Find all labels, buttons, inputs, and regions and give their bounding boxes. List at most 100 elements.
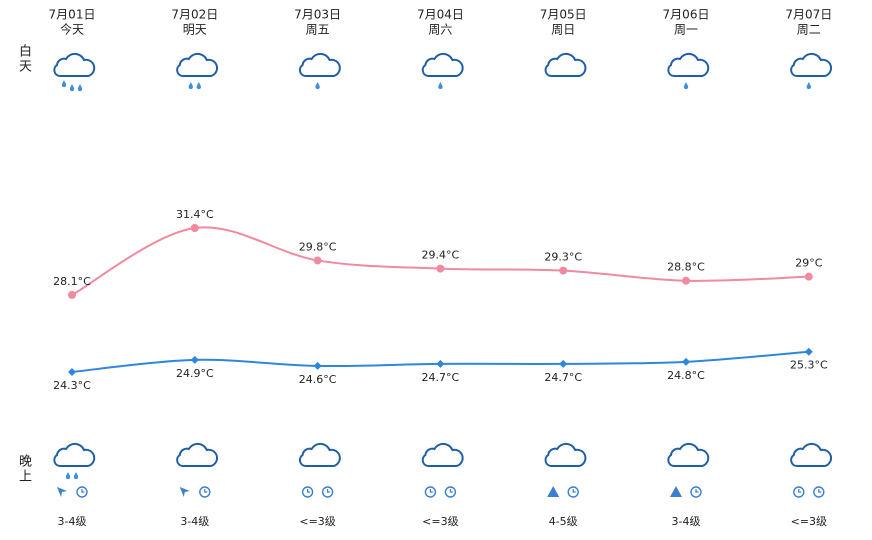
weather-icon (298, 442, 341, 467)
temp-label: 29.4°C (422, 249, 460, 262)
temp-label: 28.1°C (53, 275, 91, 288)
temp-point (436, 264, 445, 273)
weather-icon (53, 442, 96, 480)
temp-point (313, 361, 322, 370)
weather-icon (790, 52, 833, 90)
rain-drop (73, 472, 79, 480)
temp-point (682, 357, 690, 366)
cloud (298, 442, 341, 467)
temp-label: 25.3°C (790, 359, 828, 372)
date-label: 7月03日 (294, 8, 341, 22)
temp-point (804, 347, 813, 356)
date-label: 7月01日 (49, 8, 96, 22)
wind-label: 3-4级 (672, 515, 701, 528)
rain-drop (69, 84, 75, 92)
weekday-label: 明天 (183, 23, 207, 37)
temp-label: 28.8°C (667, 261, 705, 274)
cloud (544, 52, 587, 77)
wind-icon (424, 486, 437, 498)
wind-icon (695, 489, 699, 493)
cloud (421, 442, 464, 467)
date-label: 7月06日 (663, 8, 710, 22)
weekday-label: 周一 (674, 23, 698, 37)
wind-icon (429, 489, 433, 493)
temp-point (190, 224, 199, 232)
temp-label: 24.7°C (544, 371, 582, 384)
wind-icon (179, 487, 190, 497)
wind-icon (327, 489, 331, 493)
wind-label: <=3级 (791, 515, 827, 528)
rain-drop (806, 82, 811, 90)
temp-point (682, 276, 690, 285)
weather-icon (298, 52, 341, 90)
temp-label: 24.6°C (299, 373, 337, 386)
wind-icon (567, 486, 579, 498)
wind-icon (690, 486, 702, 498)
temp-point (436, 359, 445, 368)
wind-icon (199, 486, 211, 498)
date-label: 7月07日 (785, 8, 832, 22)
wind-icon (547, 486, 560, 497)
day-label: 白天 (16, 44, 31, 74)
weather-icon (421, 52, 464, 90)
temp-label: 24.3°C (53, 379, 91, 392)
wind-icon (321, 486, 334, 498)
temp-point (68, 368, 76, 376)
temp-point (68, 290, 76, 299)
wind-icon (81, 489, 85, 493)
weekday-label: 周五 (306, 23, 330, 37)
wind-label: <=3级 (299, 515, 335, 528)
wind-icon (76, 486, 88, 498)
wind-icon (444, 486, 457, 498)
rain-drop (438, 82, 443, 90)
wind-label: 3-4级 (58, 515, 87, 528)
rain-drop (65, 472, 71, 480)
wind-icon (301, 486, 314, 498)
rain-drop (188, 82, 193, 90)
wind-icon (818, 489, 822, 493)
weather-icon (667, 52, 710, 90)
weekday-label: 今天 (60, 22, 84, 37)
cloud (667, 442, 710, 467)
temp-label: 29.8°C (299, 240, 337, 253)
temp-point (559, 359, 568, 368)
temp-label: 24.9°C (176, 367, 214, 380)
weather-icon (176, 52, 219, 90)
wind-label: <=3级 (422, 515, 458, 528)
weather-icon (544, 52, 587, 77)
weekday-label: 周日 (551, 23, 575, 37)
date-label: 7月04日 (417, 8, 464, 22)
weather-icon (176, 442, 219, 467)
cloud (544, 442, 587, 467)
temp-point (190, 355, 199, 364)
weather-icon (544, 442, 587, 467)
temp-label: 24.7°C (422, 371, 460, 384)
wind-icon (307, 489, 311, 493)
weather-icon (790, 442, 833, 467)
temp-label: 29.3°C (544, 251, 582, 264)
cloud (790, 442, 833, 467)
wind-icon (793, 486, 805, 498)
cloud (53, 442, 96, 467)
weather-icon (667, 442, 710, 467)
temp-point (804, 272, 813, 281)
rain-drop (196, 82, 202, 90)
wind-icon (813, 486, 825, 498)
wind-icon (57, 487, 67, 497)
date-label: 7月05日 (540, 8, 587, 22)
wind-label: 4-5级 (549, 515, 578, 528)
temp-label: 29°C (795, 257, 822, 270)
wind-icon (204, 489, 208, 493)
weather-icon (53, 52, 96, 92)
rain-drop (61, 80, 67, 88)
temp-point (313, 256, 322, 265)
weekday-label: 周二 (797, 23, 821, 37)
wind-icon (449, 489, 453, 493)
wind-icon (670, 486, 682, 497)
date-label: 7月02日 (171, 8, 218, 22)
night-label: 晚上 (16, 454, 31, 484)
temp-label: 24.8°C (667, 369, 705, 382)
rain-drop (683, 82, 689, 90)
